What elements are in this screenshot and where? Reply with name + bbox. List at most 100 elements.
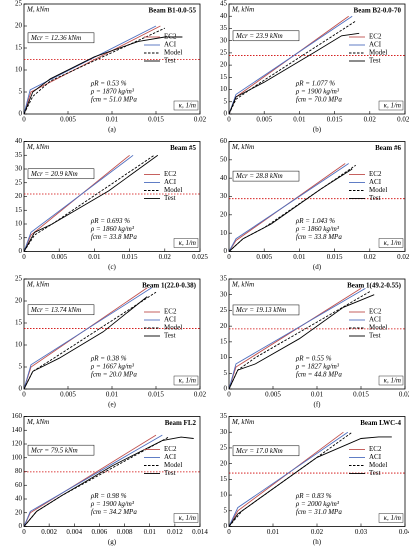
y-tick-label: 10 bbox=[220, 229, 228, 237]
parameter-text: fcm = 34.2 MPa bbox=[91, 508, 137, 516]
mcr-box bbox=[232, 304, 300, 316]
plot-frame bbox=[23, 141, 201, 252]
parameter-text: fcm = 33.8 MPa bbox=[91, 233, 137, 241]
legend-label: Test bbox=[369, 332, 381, 340]
y-tick-label: 5 bbox=[19, 233, 23, 241]
y-tick-label: 5 bbox=[19, 363, 23, 371]
x-tick-label: 0.002 bbox=[41, 528, 57, 536]
x-tick-label: 0.01 bbox=[311, 391, 324, 399]
legend-label: EC2 bbox=[369, 170, 382, 178]
label-bg bbox=[230, 280, 256, 289]
x-tick-label: 0.01 bbox=[106, 116, 119, 124]
x-tick-label: 0.01 bbox=[88, 253, 101, 261]
series-line bbox=[228, 168, 353, 252]
y-tick-label: 60 bbox=[15, 481, 23, 489]
label-bg bbox=[378, 238, 404, 248]
parameter-text: ρ = 1900 kg/m³ bbox=[295, 88, 340, 96]
x-axis-label: κ, 1/m bbox=[179, 102, 196, 110]
legend-label: Model bbox=[369, 49, 387, 57]
parameter-text: fcm = 20.0 MPa bbox=[91, 371, 137, 379]
series-line bbox=[228, 288, 366, 390]
mcr-label: Mcr = 13.74 kNm bbox=[30, 306, 81, 314]
x-tick-label: 0.014 bbox=[192, 528, 208, 536]
legend-label: Model bbox=[164, 324, 182, 332]
panel-caption: (d) bbox=[313, 263, 322, 271]
y-axis-label: M, kNm bbox=[26, 143, 49, 151]
x-axis-label: κ, 1/m bbox=[384, 239, 401, 247]
y-tick-label: 5 bbox=[19, 88, 23, 96]
panel-title: Beam 1(22.0-0.38) bbox=[142, 282, 197, 290]
y-tick-label: 0 bbox=[224, 247, 228, 255]
plot-frame bbox=[228, 3, 406, 115]
series-line bbox=[23, 436, 194, 527]
y-tick-label: 20 bbox=[15, 192, 23, 200]
panel-title: Beam #5 bbox=[170, 144, 196, 152]
series-line bbox=[228, 431, 349, 527]
y-tick-label: 30 bbox=[15, 165, 23, 173]
label-bg bbox=[378, 513, 404, 523]
y-axis-label: M, kNm bbox=[26, 6, 49, 14]
x-tick-label: 0.006 bbox=[92, 528, 108, 536]
y-tick-label: 25 bbox=[15, 0, 23, 8]
series-line bbox=[228, 436, 392, 527]
y-tick-label: 5 bbox=[224, 369, 228, 377]
panel-title: Beam #6 bbox=[375, 144, 401, 152]
x-tick-label: 0.02 bbox=[159, 253, 172, 261]
y-axis-label: M, kNm bbox=[231, 418, 254, 426]
y-tick-label: 35 bbox=[220, 24, 228, 32]
x-tick-label: 0.025 bbox=[397, 116, 409, 124]
x-tick-label: 0 bbox=[22, 528, 26, 536]
y-tick-label: 40 bbox=[220, 174, 228, 182]
legend-label: EC2 bbox=[164, 445, 177, 453]
x-tick-label: 0 bbox=[227, 116, 231, 124]
panel-caption: (c) bbox=[108, 263, 116, 271]
y-tick-label: 160 bbox=[12, 412, 23, 420]
x-tick-label: 0.015 bbox=[148, 391, 164, 399]
series-line bbox=[23, 434, 163, 527]
parameter-text: ρR = 0.53 % bbox=[90, 80, 127, 88]
y-tick-label: 15 bbox=[15, 206, 23, 214]
x-tick-label: 0.03 bbox=[355, 528, 368, 536]
parameter-text: fcm = 51.0 MPa bbox=[91, 96, 137, 104]
x-tick-label: 0 bbox=[227, 391, 231, 399]
plot-frame bbox=[23, 278, 201, 390]
mcr-label: Mcr = 20.9 kNm bbox=[30, 170, 78, 178]
x-tick-label: 0.025 bbox=[397, 253, 409, 261]
y-tick-label: 25 bbox=[220, 306, 228, 314]
legend-label: EC2 bbox=[164, 308, 177, 316]
y-axis-label: M, kNm bbox=[231, 281, 254, 289]
y-tick-label: 20 bbox=[15, 22, 23, 30]
x-tick-label: 0.02 bbox=[194, 116, 207, 124]
y-tick-label: 0 bbox=[19, 385, 23, 393]
parameter-text: ρR = 0.98 % bbox=[90, 492, 127, 500]
y-tick-label: 5 bbox=[224, 97, 228, 105]
legend-label: Test bbox=[369, 194, 381, 202]
legend-label: Model bbox=[369, 324, 387, 332]
mcr-box bbox=[27, 32, 95, 44]
y-tick-label: 30 bbox=[220, 36, 228, 44]
parameter-text: ρR = 0.83 % bbox=[295, 492, 332, 500]
y-tick-label: 40 bbox=[220, 12, 228, 20]
label-bg bbox=[378, 375, 404, 386]
legend-label: EC2 bbox=[369, 33, 382, 41]
mcr-box bbox=[232, 30, 300, 42]
parameter-text: ρ = 1667 kg/m³ bbox=[90, 363, 135, 371]
mcr-box bbox=[232, 170, 300, 182]
y-tick-label: 35 bbox=[220, 412, 228, 420]
mcr-label: Mcr = 28.8 kNm bbox=[235, 172, 283, 180]
label-bg bbox=[230, 142, 256, 152]
x-tick-label: 0.01 bbox=[144, 528, 157, 536]
parameter-text: ρR = 0.693 % bbox=[90, 217, 130, 225]
x-tick-label: 0.012 bbox=[167, 528, 183, 536]
mcr-label: Mcr = 19.13 kNm bbox=[235, 306, 286, 314]
parameter-text: ρ = 1860 kg/m³ bbox=[295, 225, 340, 233]
series-line bbox=[228, 294, 375, 390]
y-tick-label: 0 bbox=[224, 110, 228, 118]
x-tick-label: 0.015 bbox=[327, 253, 343, 261]
x-tick-label: 0 bbox=[227, 253, 231, 261]
y-tick-label: 25 bbox=[220, 444, 228, 452]
plot-frame bbox=[228, 141, 406, 252]
legend-label: EC2 bbox=[369, 445, 382, 453]
legend-label: ACI bbox=[369, 178, 382, 186]
parameter-text: ρR = 0.55 % bbox=[295, 355, 332, 363]
